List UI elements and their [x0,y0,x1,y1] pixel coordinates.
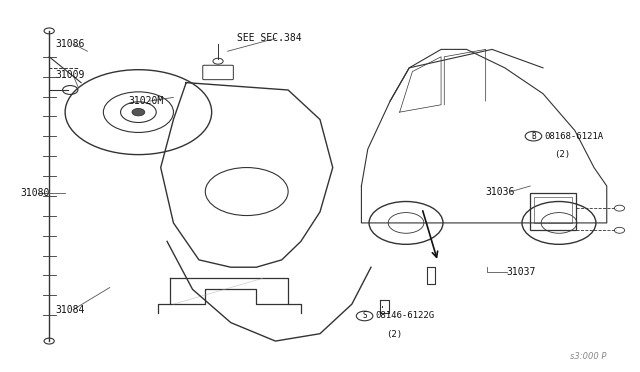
Circle shape [132,109,145,116]
Text: 08146-6122G: 08146-6122G [376,311,435,320]
Text: 08168-6121A: 08168-6121A [544,132,604,141]
Text: SEE SEC.384: SEE SEC.384 [237,33,302,43]
Text: (2): (2) [386,330,402,339]
Text: 31084: 31084 [56,305,85,315]
Text: 31086: 31086 [56,39,85,49]
Text: (2): (2) [554,150,571,159]
Text: 31080: 31080 [20,188,50,198]
Text: S: S [362,311,367,320]
Text: 31036: 31036 [486,186,515,196]
Text: B: B [531,132,536,141]
Text: 31037: 31037 [507,267,536,277]
Text: s3:000 P: s3:000 P [570,352,607,361]
Text: 31009: 31009 [56,70,85,80]
Text: 31020M: 31020M [129,96,164,106]
